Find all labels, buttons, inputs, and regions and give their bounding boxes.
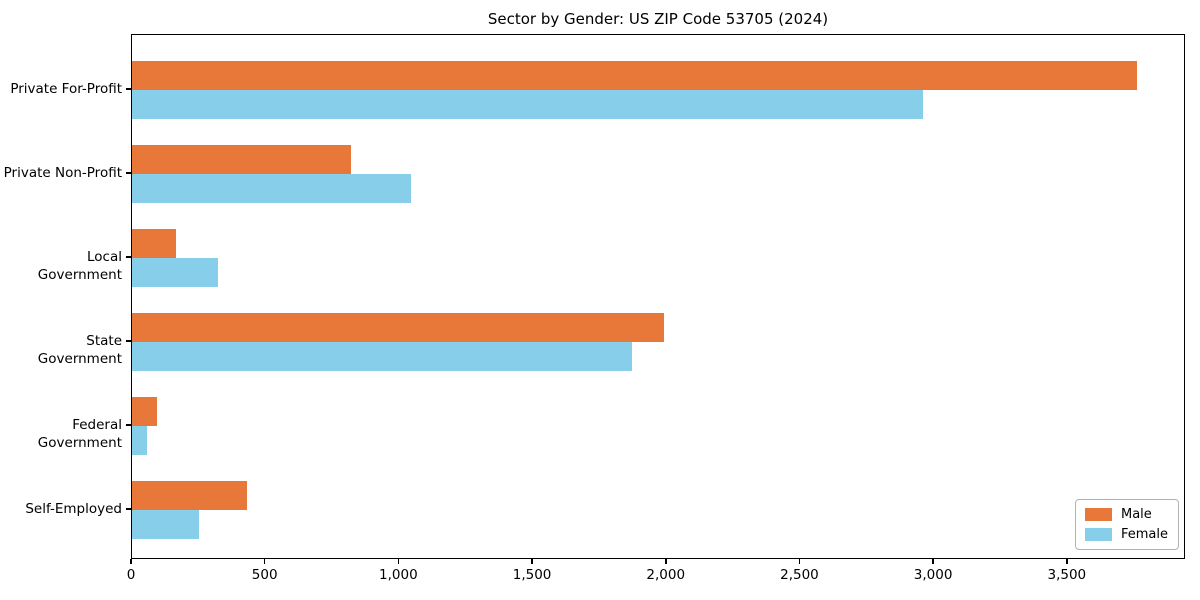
x-tick-label-2500: 2,500 xyxy=(780,567,819,583)
y-label-private-non-profit: Private Non-Profit xyxy=(3,165,122,181)
y-label-state-government: State Government xyxy=(37,333,122,367)
y-tick-private-for-profit xyxy=(126,88,131,90)
y-label-private-for-profit: Private For-Profit xyxy=(10,81,122,97)
bar-female-state-government xyxy=(132,342,632,371)
legend-item-male: Male xyxy=(1084,507,1168,522)
y-tick-self-employed xyxy=(126,508,131,510)
y-tick-state-government xyxy=(126,340,131,342)
legend-item-female: Female xyxy=(1084,527,1168,542)
bar-male-private-non-profit xyxy=(132,145,352,174)
bar-female-private-for-profit xyxy=(132,90,924,119)
legend-label-male: Male xyxy=(1120,507,1152,522)
x-tick-label-2000: 2,000 xyxy=(646,567,686,583)
x-tick-3000 xyxy=(932,559,934,564)
bar-male-self-employed xyxy=(132,481,247,510)
x-tick-label-3000: 3,000 xyxy=(913,567,953,583)
x-tick-3500 xyxy=(1066,559,1068,564)
y-label-federal-government: Federal Government xyxy=(37,417,122,451)
x-tick-1500 xyxy=(531,559,533,564)
x-tick-1000 xyxy=(397,559,400,564)
bar-female-self-employed xyxy=(132,510,199,539)
bar-female-federal-government xyxy=(132,426,147,455)
y-tick-private-non-profit xyxy=(126,172,131,174)
x-tick-label-1000: 1,000 xyxy=(379,567,418,583)
x-tick-label-1500: 1,500 xyxy=(512,567,552,583)
plot-area: Male Female xyxy=(131,34,1185,559)
legend-swatch-male xyxy=(1084,508,1112,521)
y-tick-local-government xyxy=(126,256,131,258)
bar-male-local-government xyxy=(132,229,177,258)
chart-title: Sector by Gender: US ZIP Code 53705 (202… xyxy=(487,10,829,28)
x-tick-label-0: 0 xyxy=(126,567,136,583)
x-tick-label-3500: 3,500 xyxy=(1047,567,1087,583)
x-tick-0 xyxy=(130,559,132,564)
legend-label-female: Female xyxy=(1120,527,1168,542)
x-tick-2000 xyxy=(665,559,667,564)
x-tick-label-500: 500 xyxy=(251,567,278,583)
bar-male-private-for-profit xyxy=(132,61,1138,90)
bar-female-local-government xyxy=(132,258,218,287)
bar-male-state-government xyxy=(132,313,665,342)
legend: Male Female xyxy=(1074,499,1179,550)
y-tick-federal-government xyxy=(126,424,131,426)
bar-male-federal-government xyxy=(132,397,158,426)
x-tick-500 xyxy=(263,559,266,564)
bar-female-private-non-profit xyxy=(132,174,412,203)
y-label-self-employed: Self-Employed xyxy=(25,501,122,517)
legend-swatch-female xyxy=(1084,528,1112,541)
x-tick-2500 xyxy=(798,559,801,564)
y-label-local-government: Local Government xyxy=(37,249,122,283)
